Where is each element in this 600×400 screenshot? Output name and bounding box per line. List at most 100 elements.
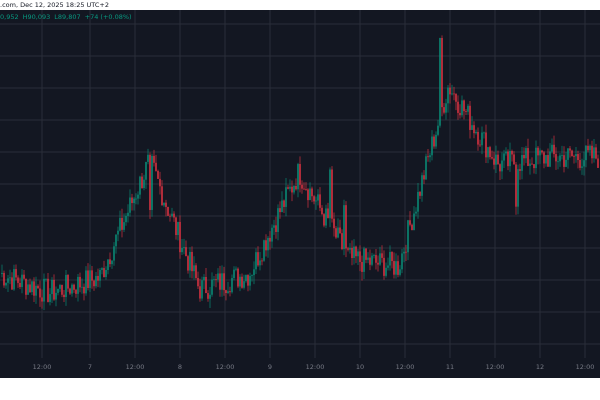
candle-down [199, 286, 201, 299]
ohlc-legend: 0,952 H90,093 L89,807 +74 (+0.08%) [0, 12, 136, 22]
candle-down [197, 277, 199, 287]
candle-down [295, 185, 297, 190]
candle-up [99, 269, 101, 281]
candle-up [429, 155, 431, 158]
candle-down [537, 147, 539, 156]
chart-header: .com, Dec 12, 2025 18:25 UTC+2 [0, 0, 600, 10]
candle-up [267, 237, 269, 251]
candle-up [593, 147, 595, 159]
candle-down [159, 178, 161, 187]
candle-down [341, 233, 343, 250]
candle-down [41, 297, 43, 302]
candle-down [25, 278, 27, 295]
candle-up [317, 194, 319, 201]
candle-up [233, 269, 235, 279]
candle-down [87, 270, 89, 288]
candle-down [493, 158, 495, 165]
candlestick-plot[interactable] [0, 10, 600, 368]
candle-down [383, 257, 385, 276]
candle-down [63, 294, 65, 298]
candle-down [375, 255, 377, 263]
candle-down [207, 293, 209, 299]
candle-down [579, 160, 581, 168]
chart-caption: .com, Dec 12, 2025 18:25 UTC+2 [0, 1, 109, 10]
candle-down [457, 101, 459, 113]
candle-up [413, 213, 415, 231]
candle-down [485, 132, 487, 158]
candle-up [461, 100, 463, 116]
candle-up [117, 230, 119, 235]
candle-up [565, 159, 567, 167]
candle-up [575, 154, 577, 157]
candle-down [97, 275, 99, 281]
time-axis[interactable]: 12:00 7 12:00 8 12:00 9 12:00 10 12:00 1… [0, 358, 600, 378]
candle-down [427, 156, 429, 158]
candle-down [247, 275, 249, 286]
candle-down [93, 280, 95, 287]
candle-down [103, 268, 105, 278]
candle-down [223, 273, 225, 291]
time-axis-tick: 11 [445, 363, 455, 371]
candle-down [321, 207, 323, 215]
price-chart[interactable] [0, 10, 600, 368]
candle-up [417, 191, 419, 212]
candle-up [589, 145, 591, 151]
candle-up [567, 148, 569, 160]
candle-up [125, 215, 127, 223]
candle-down [313, 196, 315, 202]
candle-up [49, 294, 51, 302]
candle-down [393, 261, 395, 275]
time-axis-tick: 12:00 [485, 363, 505, 371]
candle-up [105, 269, 107, 278]
candle-up [129, 197, 131, 213]
candle-down [333, 218, 335, 229]
candle-up [163, 202, 165, 206]
candle-up [35, 285, 37, 296]
time-axis-tick: 12:00 [125, 363, 145, 371]
candle-down [405, 251, 407, 253]
candle-up [263, 240, 265, 261]
candle-up [145, 161, 147, 180]
candle-down [453, 93, 455, 95]
candle-up [253, 269, 255, 276]
candle-down [459, 112, 461, 116]
time-axis-tick: 12:00 [215, 363, 235, 371]
candle-down [479, 144, 481, 146]
candle-down [571, 150, 573, 157]
candle-up [425, 156, 427, 180]
candle-down [311, 188, 313, 197]
candle-down [215, 279, 217, 281]
time-axis-tick: 12:00 [305, 363, 325, 371]
ohlc-open: 0,952 [0, 13, 19, 21]
candle-down [491, 157, 493, 159]
candle-up [471, 125, 473, 130]
candle-up [59, 285, 61, 289]
candle-up [239, 276, 241, 287]
candle-up [107, 259, 109, 270]
candle-down [121, 217, 123, 230]
candle-up [337, 227, 339, 238]
candle-up [13, 269, 15, 290]
candle-down [441, 37, 443, 108]
ohlc-low: L89,807 [54, 13, 81, 21]
candle-up [285, 187, 287, 207]
time-axis-tick: 8 [177, 363, 183, 371]
candle-down [381, 253, 383, 258]
candle-down [161, 186, 163, 206]
candle-down [149, 154, 151, 210]
candle-up [495, 154, 497, 165]
candle-down [331, 169, 333, 219]
ohlc-high: H90,093 [22, 13, 51, 21]
candle-up [111, 260, 113, 265]
candle-down [83, 286, 85, 294]
candle-down [195, 265, 197, 278]
candle-up [217, 273, 219, 280]
candle-down [165, 202, 167, 207]
candle-down [109, 259, 111, 265]
candle-down [531, 163, 533, 165]
candle-up [399, 269, 401, 275]
candle-up [227, 291, 229, 293]
candle-down [547, 155, 549, 167]
candle-up [421, 175, 423, 196]
time-axis-tick: 9 [267, 363, 273, 371]
